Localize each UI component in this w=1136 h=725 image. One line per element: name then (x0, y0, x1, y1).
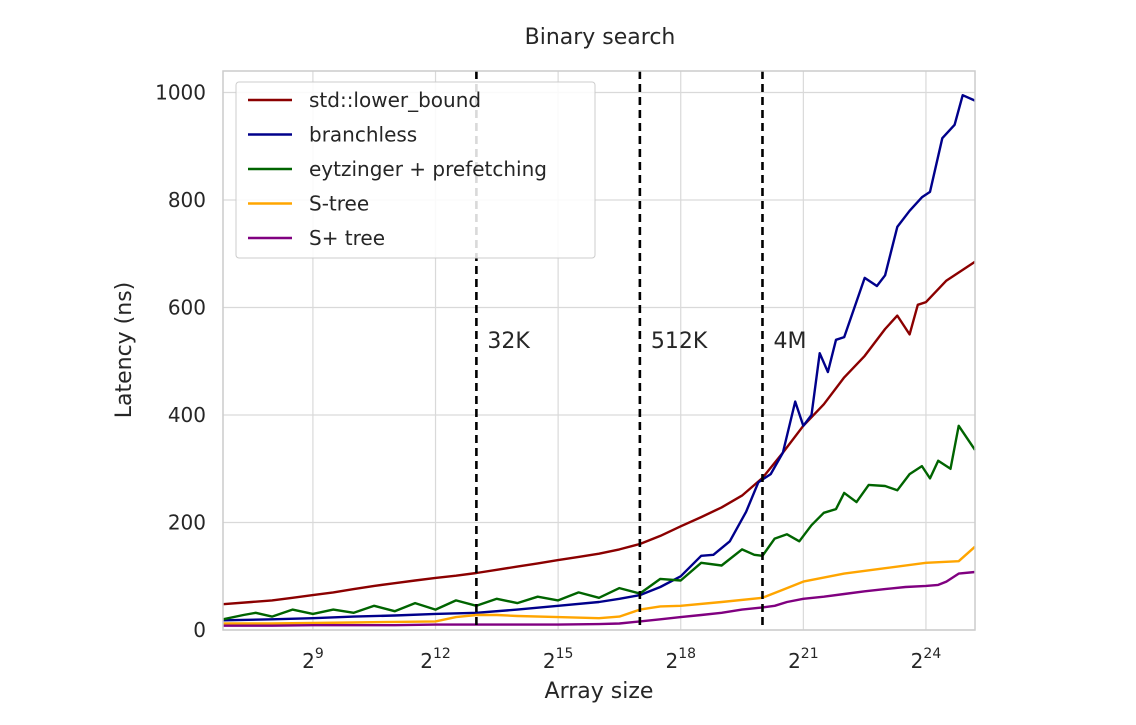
y-tick-label: 200 (168, 511, 206, 535)
y-axis-ticks: 0 200 400 600 800 1000 (155, 81, 206, 643)
threshold-label: 512K (651, 329, 708, 354)
chart-title: Binary search (525, 25, 676, 50)
series-lines (222, 94, 976, 627)
legend-label: eytzinger + prefetching (309, 157, 547, 181)
legend-label: S+ tree (309, 226, 385, 250)
legend-label: S-tree (309, 192, 369, 216)
y-tick-label: 0 (193, 618, 206, 642)
x-tick-label: 29 (302, 646, 324, 673)
x-tick-label: 215 (543, 646, 574, 673)
y-axis-label: Latency (ns) (112, 282, 137, 419)
y-tick-label: 600 (168, 296, 206, 320)
x-tick-label: 224 (911, 646, 942, 673)
x-tick-label: 221 (788, 646, 819, 673)
legend-label: branchless (309, 123, 417, 147)
legend-box (235, 81, 596, 259)
series-line-5 (223, 570, 976, 627)
x-axis-ticks: 29 212 215 218 221 224 (302, 646, 941, 673)
threshold-label: 32K (487, 329, 530, 354)
x-tick-label: 218 (665, 646, 696, 673)
series-line-2 (222, 94, 976, 622)
threshold-label: 4M (773, 329, 806, 354)
legend-label: std::lower_bound (309, 88, 481, 112)
y-tick-label: 400 (168, 403, 206, 427)
series-line-1 (222, 260, 976, 606)
x-tick-label: 212 (420, 646, 451, 673)
x-axis-label: Array size (545, 679, 654, 704)
y-tick-label: 800 (168, 188, 206, 212)
plot-frame (222, 70, 976, 631)
y-tick-label: 1000 (155, 81, 206, 105)
series-line-4 (223, 545, 976, 625)
series-line-3 (222, 424, 976, 621)
